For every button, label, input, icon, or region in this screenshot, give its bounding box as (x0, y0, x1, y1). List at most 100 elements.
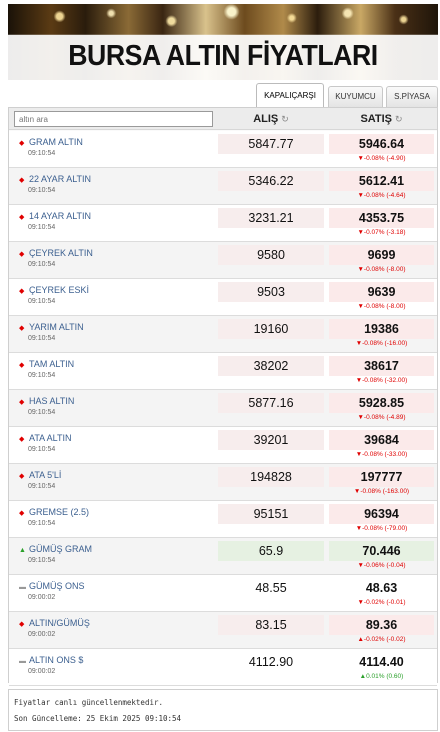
instrument-label: GRAM ALTIN (29, 137, 83, 147)
price-change: ▼-0.08% (-32.00) (355, 377, 408, 384)
column-header-buy-label: ALIŞ (253, 113, 279, 125)
trend-up-icon: ▲ (19, 547, 26, 554)
table-row[interactable]: ◆ YARIM ALTIN 09:10:54 19160 19386 ▼-0.08% (-… (9, 316, 437, 353)
sell-price: 5928.85 (329, 393, 434, 413)
instrument-name[interactable]: ◆ TAM ALTIN (19, 359, 74, 369)
update-time: 09:10:54 (28, 261, 56, 268)
update-time: 09:10:54 (28, 335, 56, 342)
column-header-buy[interactable]: ALIŞ ↻ (218, 110, 324, 128)
instrument-label: GÜMÜŞ ONS (29, 581, 85, 591)
buy-price: 19160 (218, 319, 324, 339)
instrument-name[interactable]: ▬ GÜMÜŞ ONS (19, 581, 85, 591)
refresh-icon: ↻ (281, 114, 289, 124)
instrument-name[interactable]: ◆ YARIM ALTIN (19, 322, 84, 332)
price-change: ▼-0.06% (-0.04) (357, 562, 406, 569)
buy-price: 5346.22 (218, 171, 324, 191)
table-row[interactable]: ◆ HAS ALTIN 09:10:54 5877.16 5928.85 ▼-0.08% … (9, 390, 437, 427)
update-time: 09:00:02 (28, 668, 56, 675)
sell-price: 4114.40 (359, 655, 404, 669)
table-header: ALIŞ↻ SATIŞ↻ (9, 108, 437, 130)
table-row[interactable]: ▬ ALTIN ONS $ 09:00:02 4112.90 4114.40 ▲0.01%… (9, 649, 437, 686)
table-row[interactable]: ◆ ALTIN/GÜMÜŞ 09:00:02 83.15 89.36 ▲-0.02% (-… (9, 612, 437, 649)
price-change: ▲-0.02% (-0.02) (357, 636, 406, 643)
sell-price: 48.63 (365, 581, 398, 595)
column-header-sell-label: SATIŞ (360, 113, 393, 125)
trend-down-icon: ◆ (19, 362, 25, 369)
table-row[interactable]: ◆ 14 AYAR ALTIN 09:10:54 3231.21 4353.75 ▼-0.… (9, 205, 437, 242)
buy-price: 83.15 (218, 615, 324, 635)
table-row[interactable]: ◆ GRAM ALTIN 09:10:54 5847.77 5946.64 ▼-0.08%… (9, 131, 437, 168)
page-title: BURSA ALTIN FİYATLARI (68, 40, 378, 72)
tab-kapalicarsi[interactable]: KAPALIÇARŞI (256, 83, 324, 107)
update-time: 09:00:02 (28, 631, 56, 638)
sell-price: 39684 (329, 430, 434, 450)
sell-price: 70.446 (329, 541, 434, 561)
instrument-name[interactable]: ◆ HAS ALTIN (19, 396, 74, 406)
table-row[interactable]: ◆ ÇEYREK ESKİ 09:10:54 9503 9639 ▼-0.08% (-8.… (9, 279, 437, 316)
table-row[interactable]: ▬ GÜMÜŞ ONS 09:00:02 48.55 48.63 ▼-0.02% (-0.… (9, 575, 437, 612)
buy-price: 4112.90 (248, 655, 294, 669)
instrument-name[interactable]: ◆ 22 AYAR ALTIN (19, 174, 91, 184)
trend-down-icon: ◆ (19, 621, 25, 628)
instrument-name[interactable]: ◆ ATA ALTIN (19, 433, 72, 443)
price-change: ▼-0.08% (-4.64) (357, 192, 406, 199)
instrument-name[interactable]: ▲ GÜMÜŞ GRAM (19, 544, 92, 554)
search-input[interactable] (14, 111, 213, 127)
market-tabs: KAPALIÇARŞI KUYUMCU S.PİYASA (0, 83, 440, 107)
instrument-label: ATA 5'Lİ (29, 470, 62, 480)
buy-price: 5847.77 (218, 134, 324, 154)
column-header-sell[interactable]: SATIŞ ↻ (329, 110, 434, 128)
instrument-label: ÇEYREK ALTIN (29, 248, 93, 258)
instrument-label: ÇEYREK ESKİ (29, 285, 90, 295)
instrument-label: GÜMÜŞ GRAM (29, 544, 92, 554)
last-update-timestamp: Son Güncelleme: 25 Ekim 2025 09:10:54 (14, 714, 182, 723)
trend-down-icon: ◆ (19, 399, 25, 406)
table-row[interactable]: ◆ GREMSE (2.5) 09:10:54 95151 96394 ▼-0.08% (… (9, 501, 437, 538)
buy-price: 9503 (218, 282, 324, 302)
tab-serbest-piyasa[interactable]: S.PİYASA (386, 86, 438, 107)
table-row[interactable]: ▲ GÜMÜŞ GRAM 09:10:54 65.9 70.446 ▼-0.06% (-0… (9, 538, 437, 575)
instrument-name[interactable]: ◆ ÇEYREK ALTIN (19, 248, 93, 258)
instrument-label: ALTIN ONS $ (29, 655, 84, 665)
price-rows: ◆ GRAM ALTIN 09:10:54 5847.77 5946.64 ▼-0.08%… (9, 131, 437, 686)
update-time: 09:00:02 (28, 594, 56, 601)
buy-price: 3231.21 (218, 208, 324, 228)
table-row[interactable]: ◆ TAM ALTIN 09:10:54 38202 38617 ▼-0.08% (-32… (9, 353, 437, 390)
price-change: ▼-0.08% (-79.00) (355, 525, 408, 532)
instrument-name[interactable]: ◆ GREMSE (2.5) (19, 507, 89, 517)
price-change: ▼-0.08% (-163.00) (353, 488, 410, 495)
banner-background-image (8, 4, 438, 35)
trend-down-icon: ◆ (19, 325, 25, 332)
instrument-name[interactable]: ◆ ÇEYREK ESKİ (19, 285, 89, 295)
instrument-label: ATA ALTIN (29, 433, 72, 443)
buy-price: 9580 (218, 245, 324, 265)
update-time: 09:10:54 (28, 150, 56, 157)
price-change: ▼-0.08% (-8.00) (357, 266, 406, 273)
instrument-name[interactable]: ◆ ATA 5'Lİ (19, 470, 61, 480)
sell-price: 197777 (329, 467, 434, 487)
instrument-label: TAM ALTIN (29, 359, 75, 369)
price-table: ALIŞ↻ SATIŞ↻ ◆GRAM ALTIN09:10:545847.775… (8, 107, 438, 686)
table-row[interactable]: ◆ ATA 5'Lİ 09:10:54 194828 197777 ▼-0.08% (-1… (9, 464, 437, 501)
instrument-label: ALTIN/GÜMÜŞ (29, 618, 90, 628)
instrument-name[interactable]: ◆ GRAM ALTIN (19, 137, 83, 147)
instrument-label: HAS ALTIN (29, 396, 75, 406)
instrument-name[interactable]: ◆ 14 AYAR ALTIN (19, 211, 91, 221)
instrument-name[interactable]: ◆ ALTIN/GÜMÜŞ (19, 618, 90, 628)
table-row[interactable]: ◆ ÇEYREK ALTIN 09:10:54 9580 9699 ▼-0.08% (-8… (9, 242, 437, 279)
table-row[interactable]: ◆ ATA ALTIN 09:10:54 39201 39684 ▼-0.08% (-33… (9, 427, 437, 464)
price-change: ▲0.01% (0.60) (359, 673, 404, 680)
sell-price: 96394 (329, 504, 434, 524)
instrument-name[interactable]: ▬ ALTIN ONS $ (19, 655, 83, 665)
update-time: 09:10:54 (28, 520, 56, 527)
table-row[interactable]: ◆ 22 AYAR ALTIN 09:10:54 5346.22 5612.41 ▼-0.… (9, 168, 437, 205)
buy-price: 5877.16 (218, 393, 324, 413)
live-update-note: Fiyatlar canlı güncellenmektedir. (14, 698, 164, 707)
trend-flat-icon: ▬ (19, 658, 26, 665)
tab-kuyumcu[interactable]: KUYUMCU (328, 86, 383, 107)
price-change: ▼-0.08% (-4.89) (357, 414, 406, 421)
trend-down-icon: ◆ (19, 177, 25, 184)
trend-down-icon: ◆ (19, 436, 25, 443)
sell-price: 89.36 (329, 615, 434, 635)
trend-flat-icon: ▬ (19, 584, 26, 591)
